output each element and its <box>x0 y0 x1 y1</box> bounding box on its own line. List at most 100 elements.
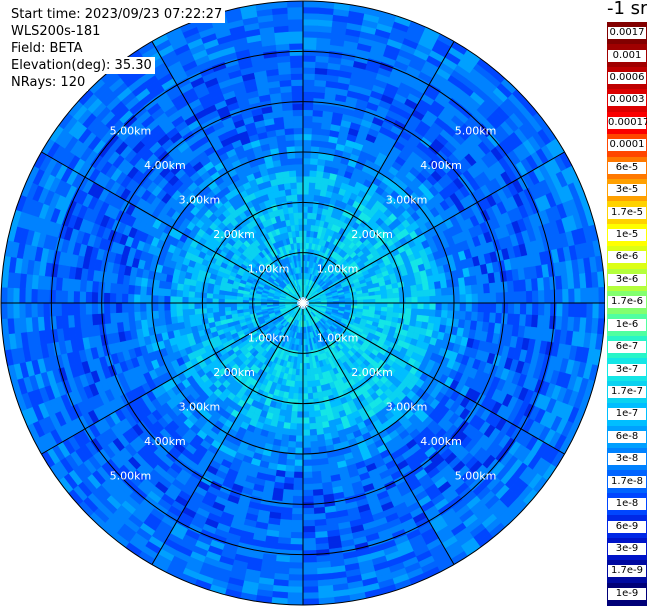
ppi-gate <box>531 290 539 304</box>
ppi-gate <box>302 194 309 201</box>
ppi-gate <box>453 294 461 304</box>
ppi-gate <box>314 518 327 527</box>
ppi-gate <box>464 285 473 295</box>
ppi-gate <box>295 435 304 443</box>
ppi-gate <box>230 306 238 311</box>
ppi-gate <box>314 79 327 88</box>
ppi-gate <box>302 375 308 382</box>
ppi-gate <box>194 313 202 321</box>
ppi-gate <box>302 67 316 75</box>
ppi-gate <box>506 280 515 293</box>
ppi-gate <box>67 278 75 292</box>
ppi-gate <box>115 312 124 323</box>
ppi-gate <box>506 313 515 326</box>
ppi-gate <box>305 350 309 358</box>
ppi-gate <box>61 315 69 329</box>
ppi-gate <box>103 312 112 325</box>
ppi-gate <box>314 73 328 81</box>
ppi-gate <box>133 293 141 304</box>
ppi-gate <box>398 292 406 299</box>
ppi-gate <box>316 164 325 173</box>
ppi-gate <box>309 434 318 442</box>
ppi-gate <box>471 302 479 313</box>
ppi-gate <box>307 386 313 394</box>
ppi-gate <box>163 302 171 311</box>
ppi-gate <box>375 298 382 304</box>
ppi-gate <box>393 297 400 304</box>
ppi-gate <box>433 281 442 290</box>
ppi-gate <box>200 312 208 320</box>
ppi-gate <box>294 447 304 455</box>
ppi-gate <box>292 501 304 509</box>
ppi-gate <box>435 295 443 304</box>
ppi-gate <box>302 187 310 195</box>
ppi-gate <box>103 302 111 314</box>
ppi-gate <box>297 405 304 412</box>
ppi-gate <box>24 288 32 304</box>
ppi-gate <box>393 302 400 309</box>
ppi-gate <box>55 276 63 291</box>
ppi-gate <box>224 310 232 316</box>
ppi-gate <box>302 447 312 455</box>
ppi-gate <box>139 285 148 296</box>
ppi-gate <box>314 531 328 539</box>
ppi-gate <box>151 302 159 312</box>
ppi-gate <box>67 302 75 316</box>
ppi-gate <box>531 278 539 292</box>
ppi-gate <box>302 411 310 419</box>
ppi-gate <box>312 109 324 118</box>
ppi-gate <box>170 309 178 318</box>
ppi-gate <box>311 127 322 136</box>
ppi-gate <box>298 381 304 388</box>
ppi-gate <box>189 319 197 328</box>
ppi-gate <box>302 200 309 207</box>
ppi-gate <box>512 280 521 293</box>
ppi-gate <box>97 302 105 314</box>
ppi-gate <box>306 380 313 388</box>
ppi-gate <box>302 544 317 551</box>
ppi-gate <box>306 368 311 376</box>
ppi-gate <box>145 294 153 304</box>
ppi-gate <box>91 302 99 315</box>
ppi-gate <box>315 422 324 430</box>
ppi-gate <box>416 283 424 292</box>
ppi-gate <box>133 302 141 313</box>
ppi-gate <box>549 315 557 330</box>
ppi-gate <box>302 393 309 400</box>
ppi-gate <box>298 375 304 382</box>
ppi-gate <box>194 291 202 298</box>
ppi-gate <box>433 316 442 325</box>
ppi-gate <box>302 103 314 111</box>
ppi-gate <box>0 302 8 320</box>
ppi-gate <box>537 302 545 316</box>
ppi-gate <box>458 310 467 321</box>
ppi-gate <box>49 289 56 304</box>
ppi-gate <box>302 133 313 141</box>
ppi-gate <box>284 470 295 479</box>
ppi-gate <box>73 302 81 316</box>
ppi-gate <box>91 291 99 304</box>
ppi-gate <box>362 295 370 301</box>
ppi-gate <box>302 49 317 56</box>
ppi-gate <box>43 302 50 317</box>
ppi-gate <box>302 483 314 491</box>
ppi-gate <box>544 302 551 317</box>
ppi-gate <box>302 405 309 412</box>
ppi-gate <box>280 506 293 515</box>
ppi-gate <box>311 470 322 479</box>
ppi-gate <box>288 428 297 436</box>
ppi-gate <box>531 314 539 328</box>
ppi-gate <box>291 404 298 412</box>
ppi-gate <box>302 91 315 99</box>
ppi-gate <box>49 315 57 330</box>
ppi-gate <box>294 459 304 467</box>
ppi-gates <box>0 0 605 606</box>
ppi-gate <box>476 311 485 323</box>
ppi-gate <box>200 307 208 314</box>
ppi-gate <box>311 133 321 142</box>
ppi-gate <box>549 276 557 291</box>
ppi-gate <box>305 362 311 370</box>
ppi-gate <box>350 297 358 301</box>
ppi-gate <box>279 518 292 527</box>
ppi-gate <box>315 543 330 551</box>
